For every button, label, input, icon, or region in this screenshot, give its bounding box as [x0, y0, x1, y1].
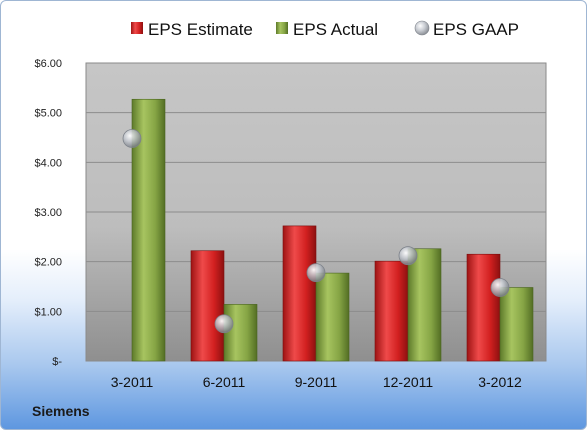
y-tick-label: $6.00	[34, 58, 62, 70]
legend-label: EPS GAAP	[433, 20, 519, 39]
eps-estimate-bar	[190, 250, 225, 362]
y-tick-label: $4.00	[34, 157, 62, 169]
legend-swatch	[414, 20, 430, 36]
eps-gaap-marker	[306, 263, 326, 282]
x-tick-label: 9-2011	[295, 374, 338, 390]
x-tick-label: 12-2011	[383, 374, 434, 390]
bars	[131, 98, 534, 362]
eps-gaap-marker	[214, 314, 234, 334]
legend-label: EPS Estimate	[148, 20, 253, 39]
legend-swatch	[276, 22, 288, 34]
y-tick-label: $2.00	[34, 257, 62, 269]
y-tick-label: $3.00	[34, 207, 62, 219]
legend-label: EPS Actual	[293, 20, 378, 39]
eps-actual-bar	[499, 287, 534, 362]
x-axis-labels: 3-2011 6-2011 9-2011 12-2011 3-2012	[111, 374, 522, 390]
eps-gaap-marker	[122, 129, 142, 148]
x-tick-label: 6-2011	[203, 374, 246, 390]
eps-estimate-bar	[466, 253, 501, 362]
x-tick-label: 3-2012	[478, 374, 522, 390]
legend-swatch	[131, 22, 143, 34]
eps-gaap-marker	[398, 246, 418, 266]
eps-gaap-marker	[490, 278, 510, 297]
y-axis-ticks: $- $1.00 $2.00 $3.00 $4.00 $5.00 $6.00	[34, 58, 62, 368]
gaap-markers	[122, 129, 510, 334]
eps-estimate-bar	[282, 225, 317, 362]
y-tick-label: $5.00	[34, 108, 62, 120]
y-tick-label: $1.00	[34, 306, 62, 318]
y-tick-label: $-	[52, 356, 62, 368]
eps-actual-bar	[223, 304, 258, 362]
eps-estimate-bar	[374, 260, 409, 362]
eps-actual-bar	[315, 272, 350, 362]
eps-actual-bar	[131, 98, 166, 362]
legend: EPS Estimate EPS Actual EPS GAAP	[131, 20, 519, 39]
company-name: Siemens	[32, 403, 90, 419]
x-tick-label: 3-2011	[111, 374, 154, 390]
eps-actual-bar	[407, 248, 442, 362]
